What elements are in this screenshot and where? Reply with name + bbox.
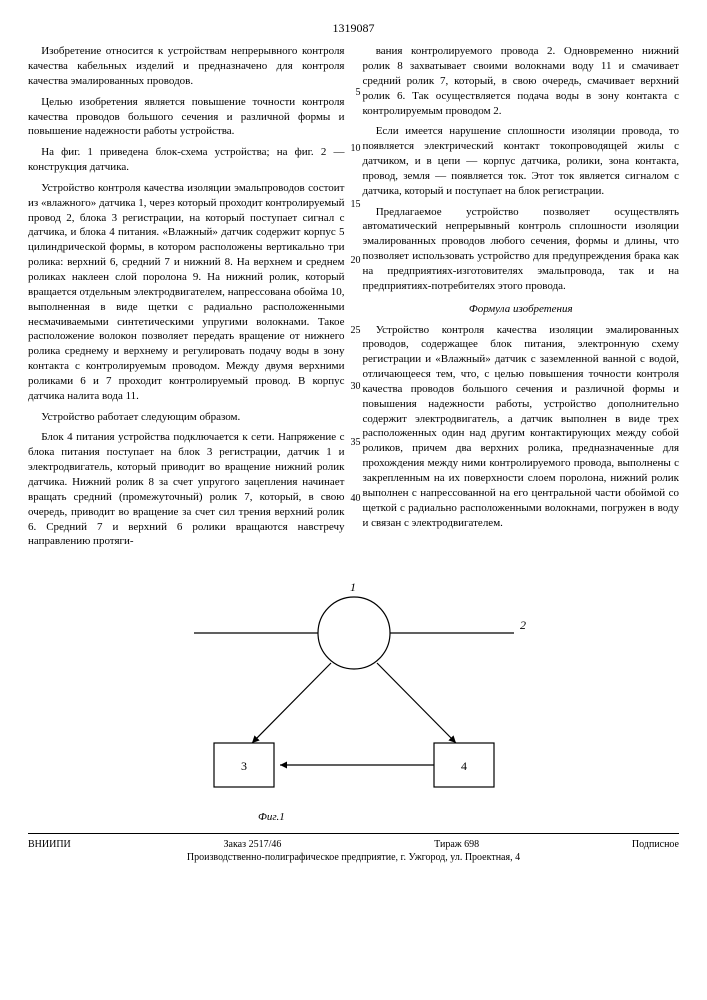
line-number: 30	[347, 380, 361, 394]
paragraph: Устройство работает следующим образом.	[28, 410, 345, 425]
footer-sign: Подписное	[632, 838, 679, 852]
line-number: 20	[347, 254, 361, 268]
footer-org: ВНИИПИ	[28, 838, 71, 852]
line-number: 5	[347, 86, 361, 100]
right-column: вания контролируемого провода 2. Одновре…	[363, 44, 680, 530]
arrow-to-3	[252, 663, 331, 743]
paragraph: Блок 4 питания устройства подключается к…	[28, 430, 345, 549]
paragraph: Предлагаемое устройство позволяет осущес…	[363, 205, 680, 294]
arrow-to-4	[377, 663, 456, 743]
line-number: 40	[347, 492, 361, 506]
footer-address: Производственно-полиграфическое предприя…	[28, 851, 679, 865]
right-column-wrap: 510152025303540 вания контролируемого пр…	[363, 44, 680, 555]
figure-caption: Фиг.1	[28, 810, 679, 825]
paragraph: Целью изобретения является повышение точ…	[28, 95, 345, 140]
footer-tirazh: Тираж 698	[434, 838, 479, 852]
patent-number: 1319087	[28, 20, 679, 36]
paragraph: вания контролируемого провода 2. Одновре…	[363, 44, 680, 118]
block-diagram: 1 2 3 4	[94, 573, 614, 803]
label-3: 3	[241, 759, 247, 773]
page: 1319087 Изобретение относится к устройст…	[0, 0, 707, 875]
label-4: 4	[461, 759, 467, 773]
paragraph: Устройство контроля качества изоляции эм…	[28, 181, 345, 404]
line-number: 15	[347, 198, 361, 212]
label-2: 2	[520, 618, 526, 632]
text-columns: Изобретение относится к устройствам непр…	[28, 44, 679, 555]
footer: ВНИИПИ Заказ 2517/46 Тираж 698 Подписное…	[28, 833, 679, 865]
paragraph: На фиг. 1 приведена блок-схема устройств…	[28, 145, 345, 175]
left-column: Изобретение относится к устройствам непр…	[28, 44, 345, 555]
sensor-circle	[318, 597, 390, 669]
figure-1: 1 2 3 4 Фиг.1	[28, 573, 679, 825]
label-1: 1	[350, 580, 356, 594]
paragraph: Изобретение относится к устройствам непр…	[28, 44, 345, 89]
formula-title: Формула изобретения	[363, 302, 680, 317]
paragraph: Устройство контроля качества изоляции эм…	[363, 323, 680, 531]
footer-order: Заказ 2517/46	[224, 838, 282, 852]
line-number: 25	[347, 324, 361, 338]
line-number: 35	[347, 436, 361, 450]
line-number: 10	[347, 142, 361, 156]
paragraph: Если имеется нарушение сплошности изоляц…	[363, 124, 680, 198]
